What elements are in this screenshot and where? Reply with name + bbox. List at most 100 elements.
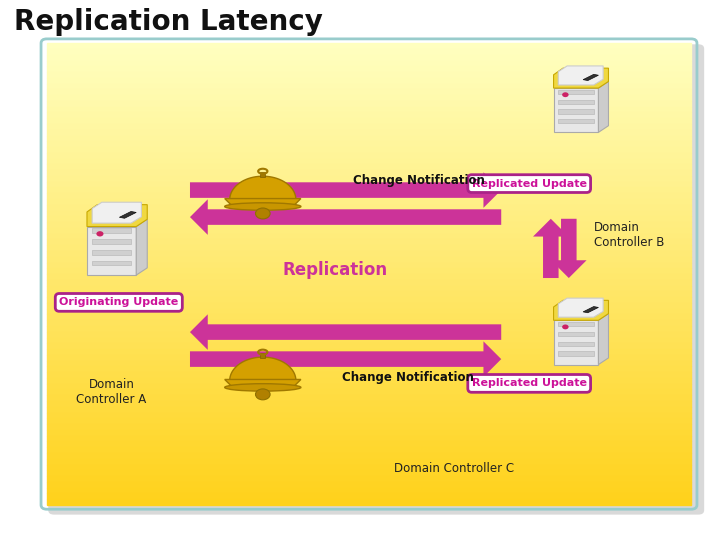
Polygon shape — [583, 307, 598, 313]
Bar — [47, 141, 691, 147]
Bar — [47, 280, 691, 286]
Bar — [47, 49, 691, 55]
Bar — [47, 60, 691, 66]
Bar — [558, 90, 594, 94]
Bar — [47, 153, 691, 159]
Bar — [47, 314, 691, 320]
Bar — [47, 372, 691, 378]
Bar — [47, 72, 691, 78]
Bar — [47, 101, 691, 107]
Polygon shape — [558, 66, 603, 85]
Bar — [47, 84, 691, 89]
Bar — [47, 384, 691, 389]
Bar — [47, 326, 691, 332]
Bar — [47, 482, 691, 488]
Bar — [47, 366, 691, 372]
Polygon shape — [225, 380, 301, 388]
Bar — [558, 109, 594, 114]
Bar — [47, 378, 691, 384]
Bar — [47, 43, 691, 49]
Bar — [47, 407, 691, 413]
Circle shape — [256, 208, 270, 219]
Bar — [554, 320, 598, 364]
Polygon shape — [225, 199, 301, 207]
Polygon shape — [583, 75, 598, 80]
Bar — [47, 199, 691, 205]
Bar — [47, 320, 691, 326]
Bar — [558, 332, 594, 336]
Bar — [554, 88, 598, 132]
Bar — [47, 239, 691, 245]
Text: Replication: Replication — [282, 261, 387, 279]
Bar — [47, 476, 691, 482]
Bar — [47, 234, 691, 239]
Bar — [558, 119, 594, 124]
Bar — [47, 494, 691, 499]
Bar — [47, 256, 691, 262]
Bar — [47, 147, 691, 153]
Bar — [47, 286, 691, 292]
Bar — [47, 181, 691, 187]
Bar — [47, 343, 691, 349]
Circle shape — [256, 389, 270, 400]
Bar — [47, 136, 691, 141]
Bar — [47, 217, 691, 222]
Bar — [47, 95, 691, 101]
Bar — [558, 341, 594, 346]
Polygon shape — [92, 202, 141, 223]
Circle shape — [96, 231, 104, 237]
Bar — [47, 488, 691, 494]
Text: Change Notification: Change Notification — [342, 372, 474, 384]
Bar — [47, 89, 691, 95]
FancyBboxPatch shape — [48, 44, 704, 515]
Polygon shape — [598, 314, 608, 364]
Bar — [47, 447, 691, 453]
Bar — [558, 322, 594, 327]
Text: Replicated Update: Replicated Update — [472, 379, 587, 388]
Bar — [47, 251, 691, 256]
Bar — [92, 239, 131, 244]
Polygon shape — [558, 298, 603, 317]
Text: Originating Update: Originating Update — [59, 298, 179, 307]
Bar — [47, 205, 691, 211]
Bar — [47, 176, 691, 181]
Polygon shape — [120, 212, 136, 218]
Bar — [558, 352, 594, 356]
Bar — [47, 436, 691, 441]
Polygon shape — [554, 68, 608, 88]
Bar — [92, 260, 131, 265]
Circle shape — [562, 92, 569, 97]
Bar — [47, 268, 691, 274]
Bar — [47, 332, 691, 338]
Ellipse shape — [225, 203, 301, 210]
Bar — [47, 413, 691, 418]
Bar — [47, 464, 691, 470]
Bar — [47, 401, 691, 407]
Bar — [47, 459, 691, 464]
Text: Domain Controller C: Domain Controller C — [394, 462, 513, 475]
Bar — [47, 309, 691, 314]
Bar — [47, 470, 691, 476]
Polygon shape — [136, 219, 148, 275]
Bar — [47, 395, 691, 401]
Bar — [47, 193, 691, 199]
Bar — [47, 303, 691, 309]
Bar — [47, 453, 691, 459]
Bar — [47, 274, 691, 280]
Bar — [47, 430, 691, 436]
Bar — [47, 170, 691, 176]
Bar — [47, 159, 691, 164]
Text: Domain
Controller B: Domain Controller B — [594, 221, 665, 249]
Bar — [47, 228, 691, 234]
Bar — [47, 292, 691, 297]
Bar — [47, 130, 691, 136]
Bar — [47, 349, 691, 355]
Ellipse shape — [225, 384, 301, 391]
Bar — [47, 355, 691, 361]
Text: Change Notification: Change Notification — [353, 174, 485, 187]
Polygon shape — [598, 82, 608, 132]
Text: Replicated Update: Replicated Update — [472, 179, 587, 188]
Bar — [47, 499, 691, 505]
Polygon shape — [87, 205, 148, 226]
Bar — [47, 112, 691, 118]
